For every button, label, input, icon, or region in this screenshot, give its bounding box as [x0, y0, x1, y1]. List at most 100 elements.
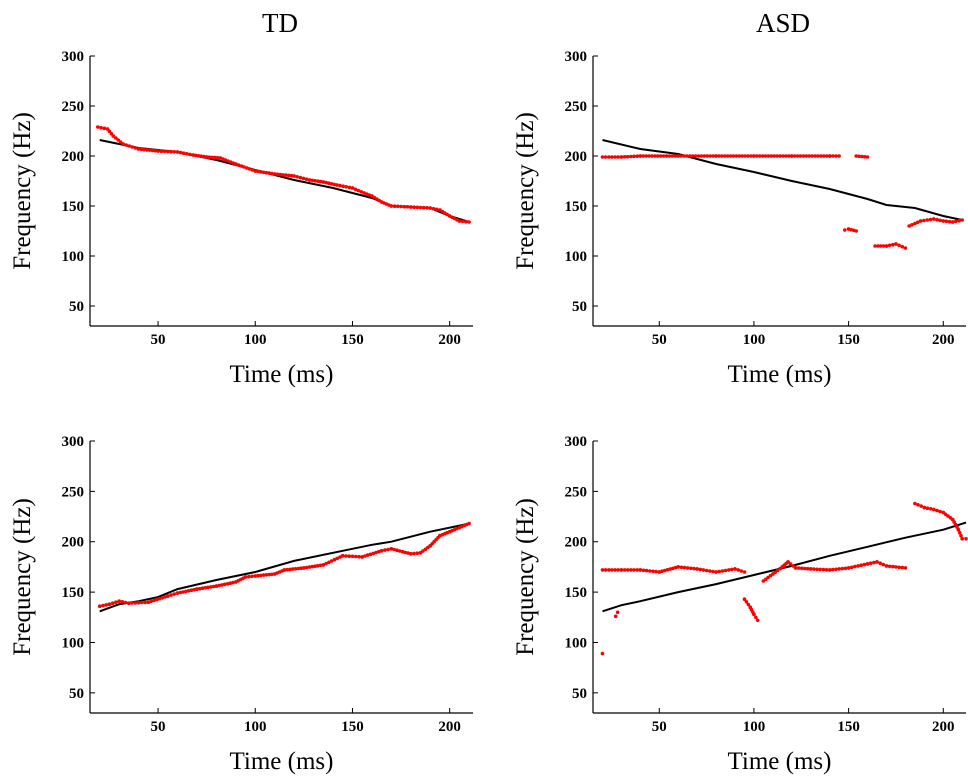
- produced-point: [714, 570, 718, 574]
- produced-point: [693, 154, 698, 158]
- produced-point: [956, 527, 961, 532]
- produced-point: [239, 164, 244, 168]
- produced-point: [834, 154, 838, 158]
- panel-2: 50 100 150 200 250 300 50 100 150 200 Time (ms) Fre…: [512, 49, 966, 388]
- produced-point: [228, 581, 233, 585]
- panel-3: 50 100 150 200 250 300 50 100 150 200 Time (ms) Fre…: [9, 434, 473, 775]
- produced-point: [392, 204, 397, 208]
- produced-point: [225, 582, 230, 586]
- produced-point: [270, 572, 274, 577]
- produced-point: [915, 220, 920, 225]
- produced-point: [196, 154, 201, 158]
- produced-point: [335, 556, 340, 561]
- y-tick-label: 150: [565, 199, 588, 215]
- produced-point: [194, 153, 198, 158]
- produced-point: [172, 150, 176, 154]
- produced-point: [153, 148, 158, 153]
- produced-point: [234, 162, 238, 166]
- produced-point: [739, 569, 744, 573]
- produced-point: [664, 154, 669, 158]
- produced-point: [822, 154, 826, 158]
- produced-point: [932, 217, 936, 221]
- produced-point: [307, 178, 312, 182]
- produced-point: [613, 155, 617, 159]
- produced-point: [658, 154, 663, 158]
- produced-point: [711, 569, 715, 574]
- produced-point: [736, 568, 740, 572]
- produced-point: [341, 184, 345, 188]
- produced-point: [673, 565, 678, 570]
- produced-point: [775, 154, 779, 158]
- produced-point: [415, 205, 420, 210]
- produced-point: [907, 224, 911, 228]
- produced-point: [610, 568, 614, 572]
- produced-point: [807, 154, 812, 158]
- produced-point: [299, 566, 303, 570]
- x-tick-label: 50: [151, 332, 166, 348]
- produced-point: [925, 506, 930, 511]
- produced-point: [467, 220, 471, 224]
- produced-point: [335, 183, 339, 187]
- produced-point: [412, 551, 416, 556]
- produced-point: [705, 154, 710, 158]
- produced-point: [185, 152, 189, 156]
- produced-point: [689, 566, 693, 571]
- produced-point: [127, 601, 131, 605]
- produced-point: [425, 206, 429, 210]
- x-tick-label: 150: [341, 719, 364, 735]
- produced-contour-segment-1: [600, 565, 747, 574]
- produced-point: [418, 205, 423, 210]
- produced-point: [925, 218, 929, 222]
- produced-point: [857, 154, 861, 159]
- produced-point: [673, 154, 678, 158]
- produced-point: [859, 563, 863, 567]
- produced-point: [344, 185, 349, 189]
- produced-point: [292, 174, 296, 178]
- x-tick-label: 100: [743, 719, 766, 735]
- produced-point: [315, 564, 320, 568]
- produced-contour-segment-1: [96, 125, 471, 224]
- produced-point: [950, 220, 955, 224]
- y-axis-label: Frequency (Hz): [512, 498, 539, 656]
- produced-point: [145, 148, 149, 152]
- produced-point: [347, 554, 352, 558]
- produced-point: [107, 602, 112, 606]
- produced-point: [760, 154, 765, 158]
- produced-point: [872, 560, 876, 565]
- produced-point: [897, 243, 901, 248]
- produced-point: [616, 568, 620, 572]
- produced-point: [329, 559, 334, 563]
- produced-point: [900, 565, 905, 570]
- produced-point: [386, 547, 390, 552]
- produced-point: [654, 569, 658, 574]
- produced-point: [421, 549, 425, 553]
- produced-point: [766, 154, 771, 158]
- td-column-title: TD: [262, 8, 298, 38]
- y-tick-label: 200: [62, 535, 85, 551]
- produced-point: [922, 505, 927, 510]
- y-tick-label: 150: [565, 585, 588, 601]
- produced-point: [873, 244, 877, 248]
- produced-point: [310, 178, 315, 183]
- produced-contour-segment-4: [873, 242, 908, 250]
- produced-point: [668, 567, 672, 571]
- produced-point: [136, 600, 141, 605]
- produced-point: [250, 574, 254, 579]
- produced-point: [737, 154, 742, 158]
- produced-point: [742, 570, 747, 574]
- x-tick-label: 200: [438, 719, 461, 735]
- produced-point: [259, 573, 263, 578]
- produced-point: [619, 155, 624, 159]
- produced-point: [124, 143, 128, 147]
- x-axis-label: Time (ms): [728, 361, 832, 388]
- produced-point: [752, 154, 756, 158]
- produced-point: [253, 169, 258, 173]
- produced-point: [755, 618, 760, 623]
- produced-point: [824, 568, 829, 572]
- produced-point: [360, 555, 365, 559]
- produced-point: [957, 530, 962, 535]
- produced-point: [434, 207, 439, 212]
- produced-point: [270, 171, 274, 176]
- produced-point: [467, 521, 471, 526]
- y-axis-label: Frequency (Hz): [512, 112, 539, 270]
